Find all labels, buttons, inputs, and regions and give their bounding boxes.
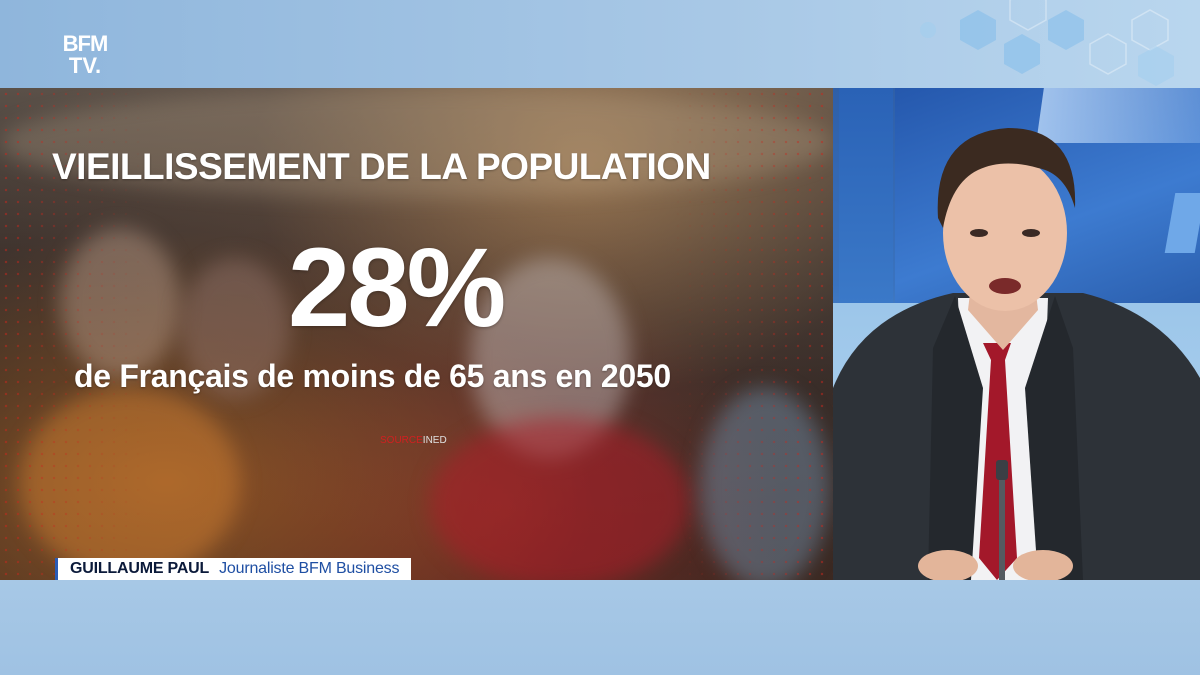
presenter-image <box>833 128 1200 580</box>
top-band: BFM TV. <box>0 0 1200 88</box>
bfmtv-logo: BFM TV. <box>55 33 115 83</box>
studio-camera-panel <box>833 88 1200 580</box>
presenter-role: Journaliste BFM Business <box>219 560 400 577</box>
logo-line-2: TV. <box>68 53 102 78</box>
graphic-headline: VIEILLISSEMENT DE LA POPULATION <box>52 146 711 187</box>
source-value: INED <box>422 435 447 446</box>
lower-third-banner: GUILLAUME PAUL Journaliste BFM Business <box>55 558 412 580</box>
logo-line-1: BFM <box>62 31 109 56</box>
big-statistic: 28% <box>288 225 506 350</box>
hexagon-decoration <box>920 0 1174 86</box>
bottom-band <box>0 580 1200 675</box>
infographic-panel: VIEILLISSEMENT DE LA POPULATION 28% de F… <box>0 88 833 580</box>
presenter-name: GUILLAUME PAUL <box>70 560 210 577</box>
statistic-description: de Français de moins de 65 ans en 2050 <box>74 358 671 394</box>
source-label: SOURCE <box>380 435 423 446</box>
source-credit: SOURCEINED <box>380 435 447 446</box>
studio-screen-left <box>839 88 893 303</box>
dot-pattern-overlay <box>0 88 833 580</box>
